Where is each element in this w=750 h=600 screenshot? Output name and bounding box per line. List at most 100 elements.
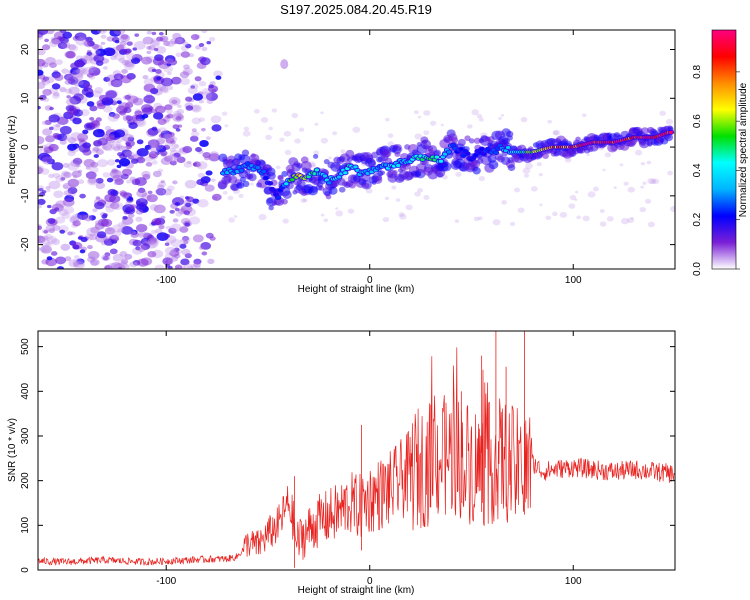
ridge-core (493, 151, 499, 155)
noise-blob (103, 76, 111, 82)
noise-blob (85, 160, 92, 165)
noise-blob (166, 154, 178, 163)
ridge-core (446, 150, 452, 154)
ridge-halo (244, 169, 251, 175)
ridge-core (668, 130, 674, 135)
noise-blob (500, 113, 505, 117)
ridge-halo (257, 178, 268, 189)
noise-blob (186, 196, 195, 203)
noise-blob (233, 215, 238, 219)
noise-blob (160, 215, 166, 220)
noise-blob (647, 221, 655, 228)
noise-blob (62, 31, 73, 39)
noise-blob (387, 133, 394, 138)
noise-blob (207, 258, 215, 264)
noise-blob (76, 258, 85, 265)
ridge-core (396, 163, 401, 168)
noise-blob (115, 144, 121, 148)
noise-blob (175, 52, 182, 58)
noise-blob (179, 77, 191, 86)
noise-blob (61, 212, 71, 219)
noise-blob (83, 54, 93, 62)
noise-blob (87, 244, 93, 250)
noise-blob (38, 69, 44, 76)
noise-blob (300, 198, 307, 203)
noise-blob (227, 195, 234, 201)
noise-blob (253, 108, 260, 114)
ridge-halo (668, 126, 674, 132)
noise-blob (180, 51, 190, 58)
noise-blob (73, 255, 80, 260)
noise-blob (195, 147, 202, 152)
noise-blob (414, 133, 423, 140)
noise-blob (173, 152, 181, 158)
noise-blob (92, 208, 98, 213)
noise-blob (164, 142, 173, 148)
noise-blob (77, 179, 85, 185)
noise-blob (141, 107, 153, 115)
noise-blob (417, 115, 422, 119)
noise-blob (102, 66, 108, 70)
noise-blob (209, 236, 216, 241)
noise-blob (144, 156, 153, 163)
noise-blob (113, 30, 126, 36)
noise-blob (149, 144, 160, 153)
noise-blob (132, 47, 138, 51)
noise-blob (90, 259, 99, 266)
noise-blob (391, 185, 397, 190)
ridge-halo (328, 186, 338, 195)
noise-blob (171, 99, 178, 104)
noise-blob (109, 169, 122, 179)
noise-blob (604, 152, 612, 158)
noise-blob (81, 87, 94, 96)
noise-blob (38, 166, 44, 175)
noise-blob (133, 41, 146, 50)
noise-blob (157, 184, 165, 190)
noise-blob (93, 154, 99, 158)
noise-blob (347, 208, 355, 214)
noise-blob (111, 169, 119, 175)
noise-blob (139, 197, 146, 203)
noise-blob (182, 236, 190, 242)
noise-blob (109, 202, 120, 210)
noise-blob (60, 243, 71, 251)
noise-blob (173, 144, 179, 148)
noise-blob (164, 242, 170, 246)
noise-blob (96, 147, 102, 151)
noise-blob (201, 251, 208, 256)
noise-blob (129, 176, 136, 182)
noise-blob (211, 124, 222, 132)
noise-blob (86, 101, 95, 107)
noise-blob (183, 240, 189, 245)
noise-blob (114, 39, 120, 44)
ridge-core (275, 196, 281, 200)
colorbar-tick-label: 0.4 (692, 163, 703, 177)
noise-blob (147, 250, 157, 258)
noise-blob (52, 224, 61, 231)
noise-blob (171, 143, 180, 150)
noise-blob (38, 187, 44, 192)
noise-blob (652, 178, 660, 184)
ridge-halo (338, 186, 346, 193)
noise-blob (186, 265, 195, 269)
noise-blob (97, 159, 109, 168)
noise-blob (110, 78, 123, 88)
noise-blob (197, 172, 205, 179)
noise-blob (115, 137, 123, 143)
noise-blob (157, 118, 167, 125)
noise-blob (328, 156, 332, 160)
noise-blob (60, 177, 66, 181)
ridge-halo (282, 190, 292, 199)
noise-blob (198, 43, 205, 48)
noise-blob (143, 232, 150, 237)
y-tick-label: 300 (20, 427, 31, 444)
noise-blob (111, 201, 124, 211)
noise-blob (75, 37, 87, 46)
noise-blob (122, 215, 128, 220)
noise-blob (82, 129, 89, 135)
noise-blob (60, 41, 71, 49)
noise-blob (65, 88, 73, 94)
noise-blob (65, 105, 75, 112)
noise-blob (104, 264, 112, 269)
noise-blob (38, 65, 43, 71)
